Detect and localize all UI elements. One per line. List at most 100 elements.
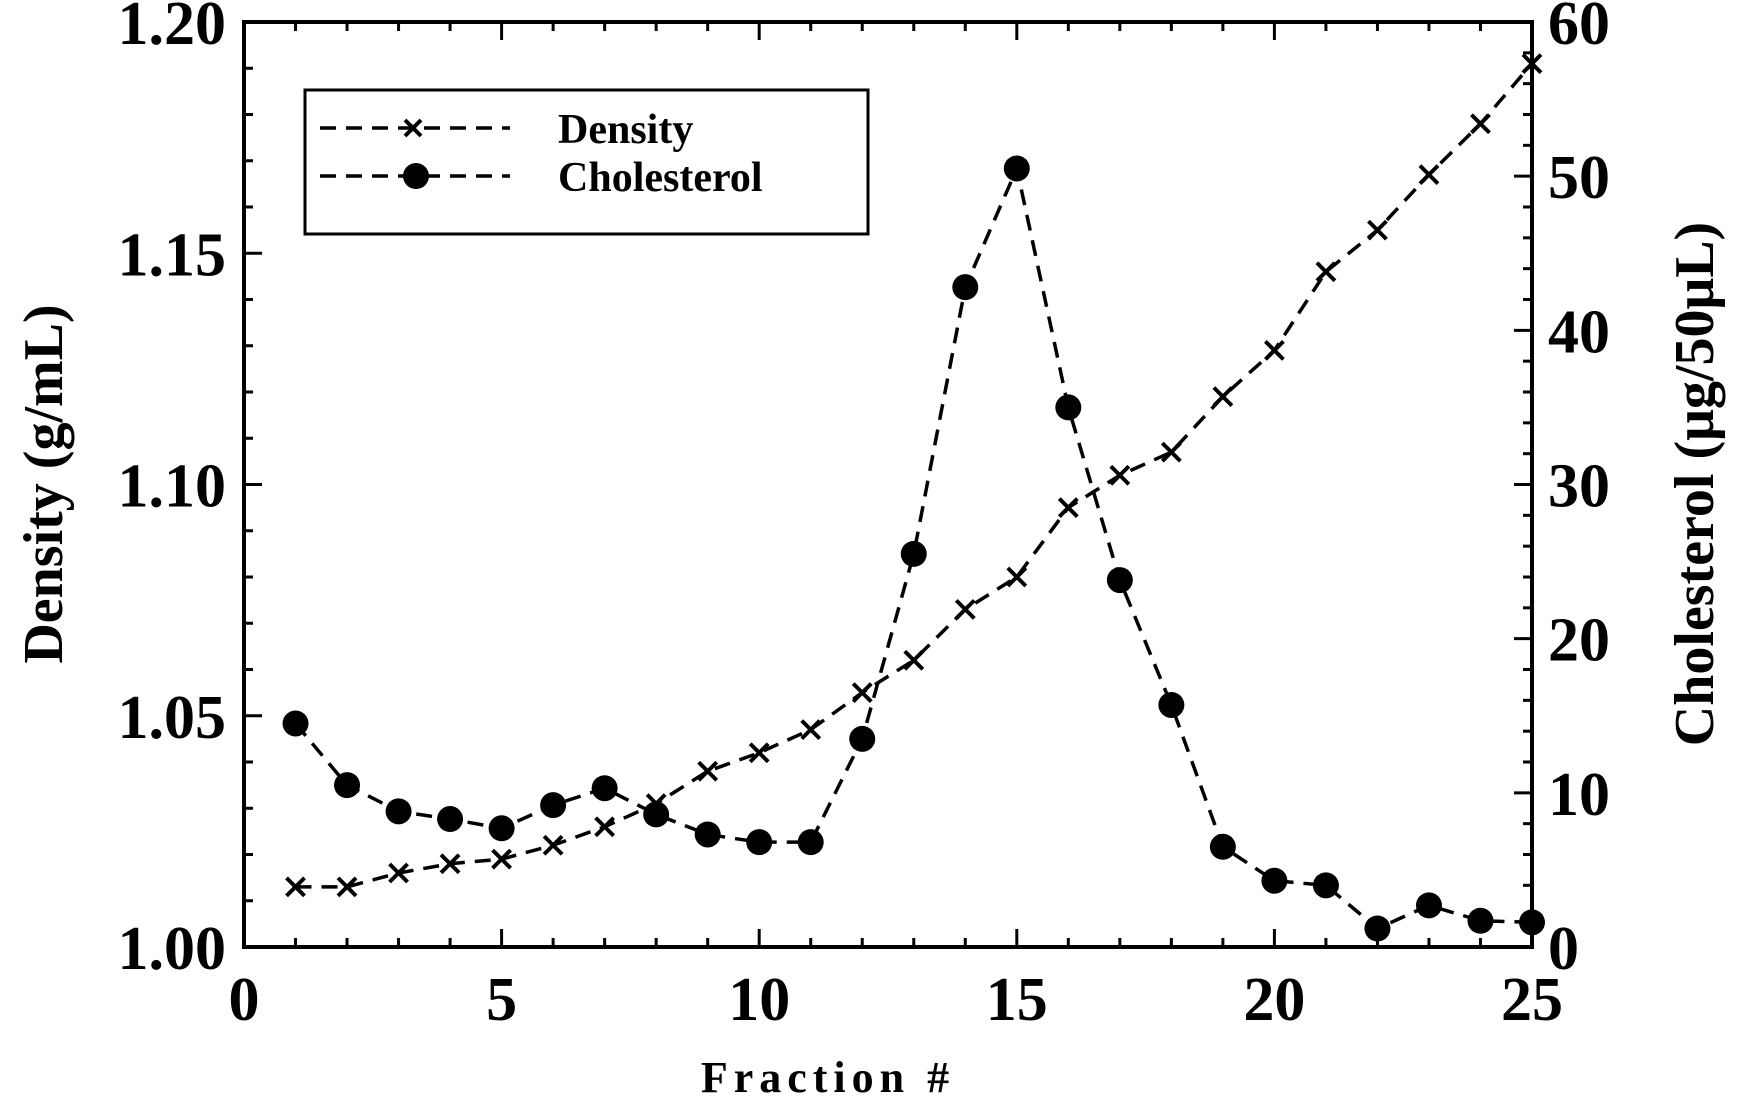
density-point-stroke bbox=[1315, 261, 1337, 283]
cholesterol-point bbox=[437, 806, 464, 833]
right-y-tick-label: 30 bbox=[1548, 453, 1610, 521]
cholesterol-point bbox=[1467, 907, 1494, 934]
density-point-stroke bbox=[542, 834, 564, 856]
density-point bbox=[491, 848, 513, 870]
density-point-stroke bbox=[1470, 113, 1491, 135]
x-tick-label: 25 bbox=[1501, 966, 1563, 1034]
x-tick-label: 15 bbox=[986, 966, 1048, 1034]
left-y-tick-label: 1.15 bbox=[118, 221, 227, 289]
x-tick-label: 10 bbox=[728, 966, 790, 1034]
cholesterol-point bbox=[952, 274, 979, 301]
density-point-stroke bbox=[1367, 219, 1388, 241]
cholesterol-point bbox=[488, 815, 515, 842]
density-point-stroke bbox=[697, 760, 719, 782]
density-point-stroke bbox=[954, 598, 976, 620]
density-point-stroke bbox=[1160, 441, 1182, 463]
density-point bbox=[748, 742, 770, 764]
density-point bbox=[388, 862, 409, 884]
cholesterol-point bbox=[849, 725, 876, 752]
legend-density-label: Density bbox=[558, 107, 693, 153]
density-point bbox=[697, 760, 719, 782]
cholesterol-point bbox=[1519, 909, 1545, 936]
x-tick-label: 5 bbox=[486, 966, 517, 1034]
right-y-tick-label: 50 bbox=[1548, 144, 1610, 212]
legend: Density Cholesterol bbox=[303, 88, 870, 236]
density-point bbox=[1006, 566, 1028, 588]
density-point bbox=[1109, 464, 1131, 486]
x-tick-label: 0 bbox=[229, 966, 260, 1034]
density-point bbox=[336, 876, 358, 898]
cholesterol-point bbox=[1209, 833, 1236, 860]
cholesterol-point bbox=[540, 792, 567, 819]
right-y-tick-label: 10 bbox=[1548, 761, 1610, 829]
cholesterol-point bbox=[694, 821, 721, 848]
density-point bbox=[800, 719, 822, 741]
density-point bbox=[542, 834, 564, 856]
density-point-stroke bbox=[748, 742, 770, 764]
x-tick-label: 20 bbox=[1243, 966, 1305, 1034]
right-y-tick-label: 40 bbox=[1548, 298, 1610, 366]
cholesterol-point bbox=[1415, 892, 1442, 919]
x-axis: 0 5 10 15 20 25 bbox=[229, 22, 1563, 1034]
left-y-axis-title: Density (g/mL) bbox=[13, 304, 75, 663]
cholesterol-point bbox=[1312, 872, 1339, 899]
density-point bbox=[1418, 164, 1440, 186]
density-point-stroke bbox=[1109, 464, 1131, 486]
density-point bbox=[903, 649, 925, 671]
right-y-tick-label: 0 bbox=[1548, 915, 1579, 983]
cholesterol-point bbox=[1261, 867, 1288, 894]
right-y-axis: 0 10 20 30 40 50 60 bbox=[1514, 0, 1610, 983]
density-point-stroke bbox=[1057, 497, 1079, 519]
density-point-stroke bbox=[439, 853, 461, 875]
density-point bbox=[1367, 219, 1388, 241]
left-y-tick-label: 1.00 bbox=[118, 915, 227, 983]
cholesterol-point bbox=[900, 540, 927, 567]
density-point bbox=[594, 816, 616, 838]
density-point bbox=[954, 598, 976, 620]
cholesterol-point bbox=[1055, 394, 1082, 421]
cholesterol-point bbox=[282, 710, 309, 737]
cholesterol-point bbox=[746, 829, 773, 856]
x-axis-title: Fraction # bbox=[701, 1053, 955, 1102]
density-point-stroke bbox=[800, 719, 822, 741]
left-y-tick-label: 1.20 bbox=[118, 0, 227, 58]
series-layer bbox=[282, 53, 1545, 942]
cholesterol-point bbox=[1106, 567, 1133, 594]
cholesterol-point bbox=[385, 798, 412, 825]
left-y-tick-label: 1.05 bbox=[118, 684, 227, 752]
density-point bbox=[1263, 339, 1285, 361]
density-point bbox=[1315, 261, 1337, 283]
density-point bbox=[1470, 113, 1491, 135]
legend-cholesterol-label: Cholesterol bbox=[558, 155, 763, 201]
density-point-stroke bbox=[1212, 386, 1234, 408]
density-point-stroke bbox=[594, 816, 616, 838]
left-y-axis: 1.00 1.05 1.10 1.15 1.20 bbox=[118, 0, 262, 983]
legend-box bbox=[303, 88, 870, 236]
density-point bbox=[439, 853, 461, 875]
left-y-tick-label: 1.10 bbox=[118, 453, 227, 521]
density-point bbox=[1057, 497, 1079, 519]
cholesterol-point bbox=[591, 775, 618, 802]
density-point bbox=[1160, 441, 1182, 463]
density-point bbox=[851, 682, 873, 704]
density-point bbox=[1521, 53, 1543, 75]
density-point bbox=[285, 876, 306, 898]
density-point-stroke bbox=[1006, 566, 1028, 588]
cholesterol-point bbox=[1003, 155, 1030, 182]
density-point-stroke bbox=[336, 876, 358, 898]
cholesterol-point bbox=[1158, 691, 1185, 718]
density-point-stroke bbox=[851, 682, 873, 704]
density-point bbox=[1212, 386, 1234, 408]
density-point-stroke bbox=[1521, 53, 1543, 75]
legend-cholesterol-marker bbox=[403, 163, 429, 189]
cholesterol-point bbox=[1364, 915, 1391, 942]
right-y-axis-title: Cholesterol (μg/50μL) bbox=[1664, 222, 1726, 746]
density-point-stroke bbox=[903, 649, 925, 671]
legend-density-marker bbox=[403, 118, 423, 138]
cholesterol-point bbox=[643, 801, 670, 828]
density-point-stroke bbox=[285, 876, 306, 898]
right-y-tick-label: 20 bbox=[1548, 607, 1610, 675]
density-point-stroke bbox=[1418, 164, 1440, 186]
right-y-tick-label: 60 bbox=[1548, 0, 1610, 58]
